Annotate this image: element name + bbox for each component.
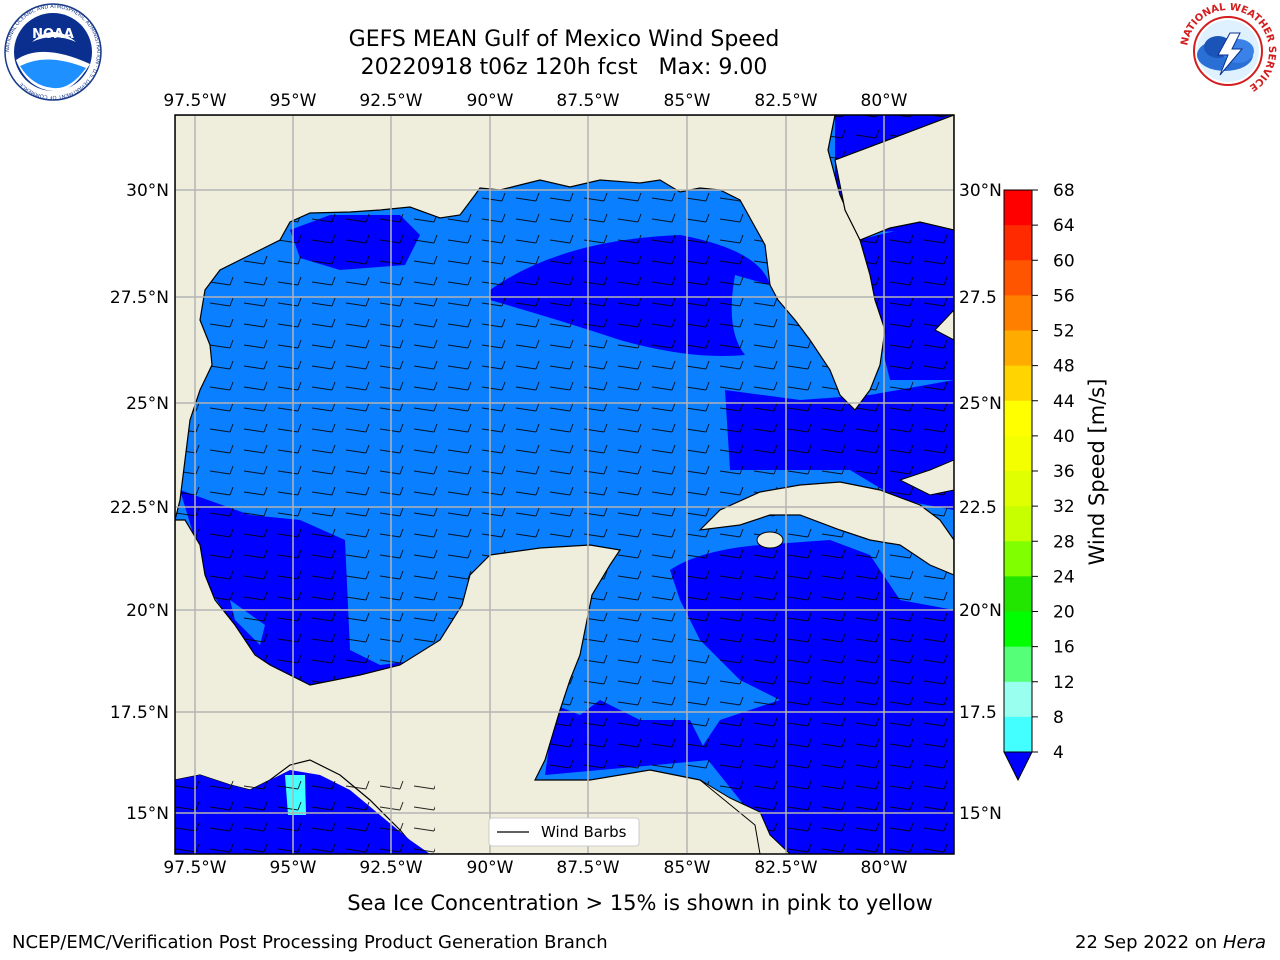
map-subtitle: 20220918 t06z 120h fcst Max: 9.00	[360, 55, 768, 80]
lon-label-bottom: 95°W	[270, 858, 317, 878]
land-usa	[175, 115, 886, 521]
colorbar-tick-label: 4	[1053, 743, 1064, 763]
lat-label-left: 30°N	[126, 181, 169, 201]
land-mexico	[175, 519, 776, 854]
lat-label-right: 27.5	[959, 288, 997, 308]
colorbar-tick-label: 40	[1053, 427, 1075, 447]
lon-label-top: 90°W	[467, 91, 514, 111]
colorbar-bin	[1004, 646, 1032, 683]
footer-machine: Hera	[1222, 932, 1266, 953]
lon-label-top: 80°W	[861, 91, 908, 111]
colorbar-tick-label: 28	[1053, 532, 1075, 552]
caption: Sea Ice Concentration > 15% is shown in …	[347, 891, 933, 915]
noaa-logo: NOAA NATIONAL OCEANIC AND ATMOSPHERIC AD…	[4, 3, 102, 101]
colorbar-tick-label: 12	[1053, 673, 1075, 693]
lat-label-right: 15°N	[959, 804, 1002, 824]
lat-label-left: 22.5°N	[110, 498, 169, 518]
colorbar-label: Wind Speed [m/s]	[1085, 378, 1109, 566]
colorbar-tick-label: 68	[1053, 181, 1075, 201]
lat-label-left: 25°N	[126, 394, 169, 414]
lon-label-bottom: 90°W	[467, 858, 514, 878]
graticule	[175, 115, 954, 854]
colorbar-bin	[1004, 541, 1032, 577]
lon-label-top: 95°W	[270, 91, 317, 111]
legend-label: Wind Barbs	[541, 823, 627, 841]
map-frame	[174, 114, 955, 855]
lon-labels-top: 97.5°W 95°W 92.5°W 90°W 87.5°W 85°W 82.5…	[163, 91, 907, 111]
lon-label-bottom: 87.5°W	[556, 858, 619, 878]
colorbar-tick-label: 64	[1053, 216, 1075, 236]
lon-label-top: 85°W	[664, 91, 711, 111]
lat-labels-left: 30°N 27.5°N 25°N 22.5°N 20°N 17.5°N 15°N	[110, 181, 169, 824]
colorbar-tick-label: 8	[1053, 708, 1064, 728]
colorbar-bin	[1004, 260, 1032, 296]
lon-label-top: 82.5°W	[754, 91, 817, 111]
lat-label-left: 17.5°N	[110, 703, 169, 723]
colorbar-bin	[1004, 190, 1032, 226]
colorbar-bin	[1004, 435, 1032, 472]
legend: Wind Barbs	[488, 817, 640, 847]
noaa-logo-text: NOAA	[32, 27, 74, 42]
nws-logo: NATIONAL WEATHER SERVICE	[1179, 3, 1277, 97]
colorbar-bin	[1004, 576, 1032, 612]
lon-label-bottom: 85°W	[664, 858, 711, 878]
lat-label-right: 22.5	[959, 498, 997, 518]
lon-label-top: 97.5°W	[163, 91, 226, 111]
footer-credit: NCEP/EMC/Verification Post Processing Pr…	[12, 932, 608, 953]
colorbar-tick-label: 60	[1053, 251, 1075, 271]
lat-label-right: 30°N	[959, 181, 1002, 201]
lon-label-bottom: 97.5°W	[163, 858, 226, 878]
colorbar-bin	[1004, 716, 1032, 753]
colorbar-tick-label: 20	[1053, 603, 1075, 623]
colorbar-tick-label: 52	[1053, 322, 1075, 342]
lat-label-right: 17.5	[959, 703, 997, 723]
lon-labels-bottom: 97.5°W 95°W 92.5°W 90°W 87.5°W 85°W 82.5…	[163, 858, 907, 878]
colorbar-ticks: 68 64 60 56 52 48 44 40 36 32 28 24 20 16 12 8 4	[1032, 181, 1075, 763]
lon-label-bottom: 92.5°W	[359, 858, 422, 878]
colorbar-tick-label: 56	[1053, 286, 1075, 306]
colorbar-bin	[1004, 506, 1032, 542]
colorbar-tick-label: 48	[1053, 357, 1075, 377]
colorbar-tick-label: 32	[1053, 497, 1075, 517]
colorbar-tick-label: 16	[1053, 638, 1075, 658]
lon-label-bottom: 82.5°W	[754, 858, 817, 878]
lon-label-top: 92.5°W	[359, 91, 422, 111]
lon-label-top: 87.5°W	[556, 91, 619, 111]
colorbar-extend-triangle	[1003, 751, 1033, 782]
colorbar-bin	[1004, 681, 1032, 718]
lat-label-left: 20°N	[126, 601, 169, 621]
footer-date: 22 Sep 2022 on Hera	[1075, 932, 1266, 953]
land-cuba	[698, 481, 954, 576]
map-panel	[175, 115, 954, 854]
lon-label-bottom: 80°W	[861, 858, 908, 878]
map-title: GEFS MEAN Gulf of Mexico Wind Speed	[348, 27, 780, 52]
colorbar-bin	[1004, 471, 1032, 507]
colorbar-bin	[1004, 400, 1032, 437]
lat-label-left: 27.5°N	[110, 288, 169, 308]
lat-label-right: 25°N	[959, 394, 1002, 414]
colorbar-tick-label: 36	[1053, 462, 1075, 482]
colorbar-bin	[1004, 295, 1032, 331]
colorbar-bin	[1004, 330, 1032, 367]
colorbar-tick-label: 24	[1053, 567, 1075, 587]
lat-label-left: 15°N	[126, 804, 169, 824]
lat-labels-right: 30°N 27.5 25°N 22.5 20°N 17.5 15°N	[959, 181, 1002, 824]
colorbar-bin	[1004, 365, 1032, 402]
colorbar-tick-label: 44	[1053, 392, 1075, 412]
colorbar-bin	[1004, 225, 1032, 261]
colorbar	[1003, 189, 1033, 782]
colorbar-bin	[1004, 611, 1032, 648]
lat-label-right: 20°N	[959, 601, 1002, 621]
